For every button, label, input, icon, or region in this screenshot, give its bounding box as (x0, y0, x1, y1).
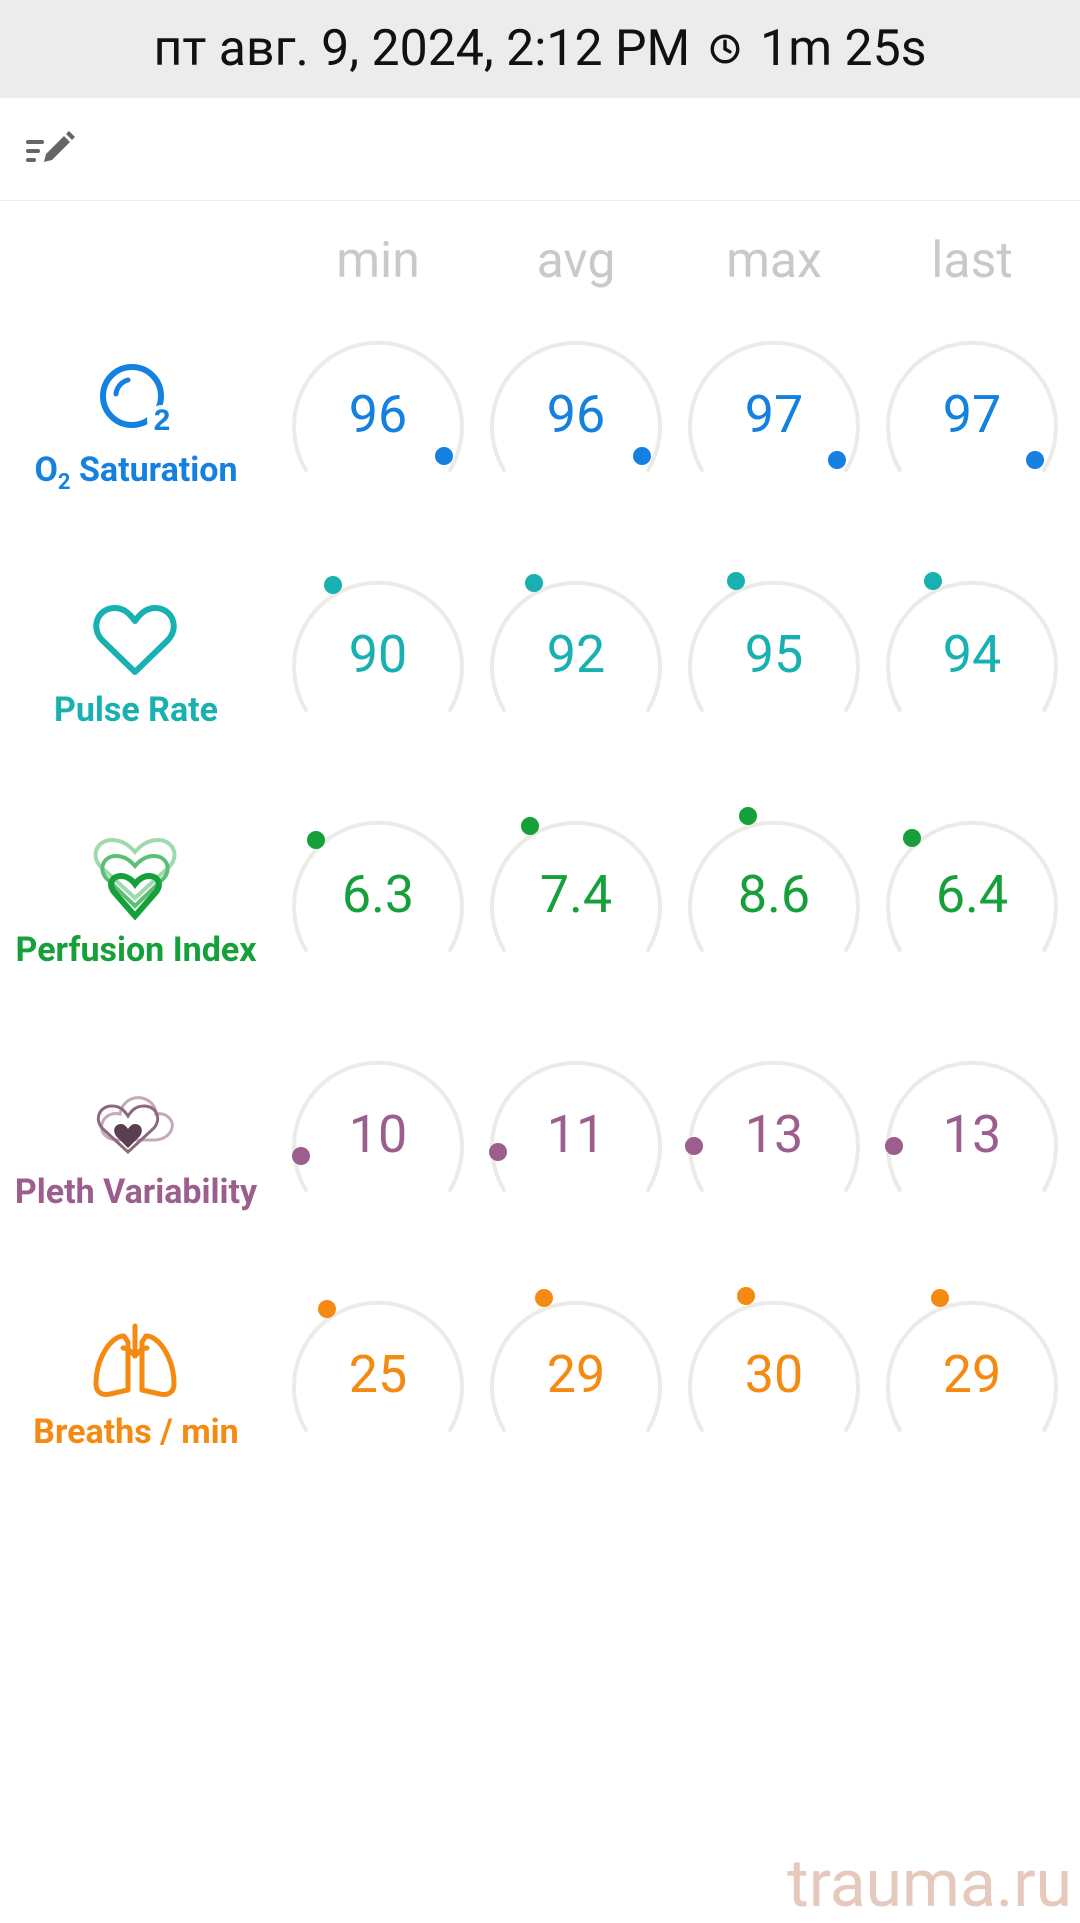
heart-cloud-icon (96, 1096, 174, 1155)
pulse-last-value: 94 (942, 623, 1002, 685)
pulse-avg-gauge[interactable]: 92 (476, 554, 676, 754)
pleth-max-value: 13 (744, 1103, 804, 1165)
column-head-last: last (931, 232, 1013, 290)
column-head-max: max (726, 232, 822, 290)
o2-avg-value: 96 (546, 383, 606, 445)
breaths-last-gauge[interactable]: 29 (872, 1274, 1072, 1474)
svg-text:2: 2 (154, 404, 171, 437)
breaths-avg-value: 29 (546, 1343, 606, 1405)
pleth-min-gauge[interactable]: 10 (278, 1034, 478, 1234)
metric-label-pleth: Pleth Variability (14, 1172, 258, 1212)
toolbar (0, 98, 1080, 201)
breaths-max-gauge[interactable]: 30 (674, 1274, 874, 1474)
session-datetime: пт авг. 9, 2024, 2:12 PM (153, 20, 691, 78)
pulse-min-value: 90 (348, 623, 408, 685)
pulse-last-gauge[interactable]: 94 (872, 554, 1072, 754)
breaths-last-value: 29 (942, 1343, 1002, 1405)
pulse-max-value: 95 (744, 623, 804, 685)
watermark: trauma.ru (787, 1846, 1072, 1923)
breaths-min-gauge[interactable]: 25 (278, 1274, 478, 1474)
column-head-min: min (336, 232, 420, 290)
breaths-max-value: 30 (744, 1343, 804, 1405)
pulse-max-gauge[interactable]: 95 (674, 554, 874, 754)
pulse-avg-value: 92 (546, 623, 606, 685)
perfusion-min-value: 6.3 (341, 863, 415, 925)
o2-last-gauge[interactable]: 97 (872, 314, 1072, 514)
perfusion-avg-value: 7.4 (539, 863, 613, 925)
pleth-avg-value: 11 (546, 1103, 606, 1165)
edit-list-icon[interactable] (22, 126, 78, 172)
o2-bubble-icon: 2 (100, 364, 177, 437)
pleth-avg-gauge[interactable]: 11 (476, 1034, 676, 1234)
pulse-min-gauge[interactable]: 90 (278, 554, 478, 754)
o2-max-value: 97 (744, 383, 804, 445)
session-header: пт авг. 9, 2024, 2:12 PM 1m 25s (0, 0, 1080, 98)
o2-min-value: 96 (348, 383, 408, 445)
clock-icon (710, 34, 740, 64)
perfusion-last-value: 6.4 (935, 863, 1009, 925)
perfusion-min-gauge[interactable]: 6.3 (278, 794, 478, 994)
layered-hearts-icon (93, 838, 177, 920)
metric-label-breaths: Breaths / min (33, 1412, 239, 1452)
o2-last-value: 97 (942, 383, 1002, 445)
o2-max-gauge[interactable]: 97 (674, 314, 874, 514)
breaths-min-value: 25 (348, 1343, 408, 1405)
pleth-last-gauge[interactable]: 13 (872, 1034, 1072, 1234)
column-head-avg: avg (536, 232, 616, 290)
metric-label-perfusion: Perfusion Index (15, 930, 257, 970)
perfusion-max-value: 8.6 (737, 863, 811, 925)
pleth-min-value: 10 (348, 1103, 408, 1165)
breaths-avg-gauge[interactable]: 29 (476, 1274, 676, 1474)
o2-min-gauge[interactable]: 96 (278, 314, 478, 514)
perfusion-max-gauge[interactable]: 8.6 (674, 794, 874, 994)
lungs-icon (93, 1323, 177, 1397)
pleth-max-gauge[interactable]: 13 (674, 1034, 874, 1234)
perfusion-avg-gauge[interactable]: 7.4 (476, 794, 676, 994)
metric-label-pulse: Pulse Rate (53, 690, 219, 730)
session-duration: 1m 25s (760, 20, 927, 78)
heart-icon (93, 605, 177, 675)
pleth-last-value: 13 (942, 1103, 1002, 1165)
perfusion-last-gauge[interactable]: 6.4 (872, 794, 1072, 994)
metric-label-o2: O2 Saturation (34, 450, 238, 495)
o2-avg-gauge[interactable]: 96 (476, 314, 676, 514)
